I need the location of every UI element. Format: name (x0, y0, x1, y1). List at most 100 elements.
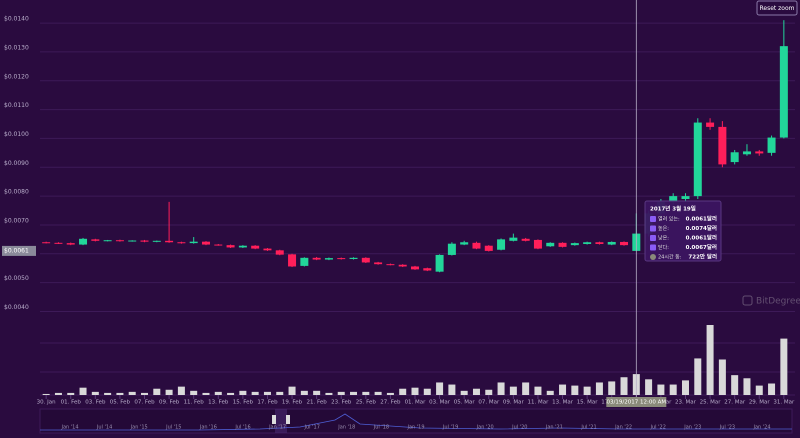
candle-body (79, 238, 88, 245)
x-axis: 30. Jan 01. Feb 03. Feb 05. Feb 07. Feb 09. F… (37, 395, 795, 406)
y-tick-label: $0.0090 (4, 160, 29, 167)
x-tick-label: 23. Mar (675, 400, 697, 406)
volume-bar (559, 384, 567, 395)
crosshair-y-label: $0.0061 (4, 247, 29, 254)
volume-bar (141, 392, 149, 395)
x-tick-label: 03. Feb (85, 400, 106, 406)
volume-bar (42, 393, 50, 395)
volume-bar (337, 391, 345, 395)
volume-bar (54, 392, 62, 395)
navigator-handle[interactable] (286, 415, 290, 424)
x-tick-label: 29. Mar (749, 400, 771, 406)
volume-bar (91, 391, 99, 395)
volume-bar (485, 389, 493, 395)
tooltip-box (644, 200, 722, 262)
navigator: Jan '14 Jul '14 Jan '15 Jul '15 Jan '16 Jul '… (39, 408, 793, 434)
candle-body (103, 240, 112, 242)
candle-body (484, 245, 493, 251)
candle-body (447, 243, 456, 255)
candle-body (669, 196, 678, 202)
volume-bar (190, 390, 198, 395)
volume-bar (227, 392, 235, 395)
navigator-label: Jul '16 (234, 425, 250, 431)
candle-body (779, 46, 788, 138)
candle-body (607, 241, 616, 245)
x-tick-label: 25. Feb (356, 400, 377, 406)
volume-bar (768, 383, 776, 395)
candle-body (263, 248, 272, 251)
tooltip-label: 24시간 동: (658, 254, 682, 261)
candle-body (693, 122, 702, 197)
y-tick-label: $0.0080 (4, 189, 29, 196)
y-tick-label: $0.0100 (4, 131, 29, 138)
x-tick-label: 09. Feb (159, 400, 180, 406)
navigator-label: Jan '18 (337, 425, 355, 431)
x-tick-label: 11. Mar (528, 400, 550, 406)
volume-bar (104, 392, 112, 395)
candle-body (742, 151, 751, 155)
volume-bar (694, 358, 702, 395)
candle-body (706, 122, 715, 127)
tooltip-value: 0.0067달러 (686, 243, 717, 251)
navigator-label: Jan '16 (199, 425, 217, 431)
navigator-label: Jan '22 (614, 425, 632, 431)
tooltip-value: 0.0061달러 (686, 234, 717, 242)
y-tick-label: $0.0070 (4, 217, 29, 224)
reset-zoom-label[interactable]: Reset zoom (759, 5, 794, 12)
candle-body (620, 241, 629, 246)
navigator-label: Jul '23 (719, 425, 735, 431)
volume-bar (755, 385, 763, 395)
candle-body (177, 242, 186, 244)
x-tick-label: 01. Feb (61, 400, 82, 406)
x-tick-label: 21. Feb (307, 400, 328, 406)
navigator-label: Jul '22 (650, 425, 666, 431)
candle-body (411, 266, 419, 270)
x-tick-label: 15. Feb (233, 400, 254, 406)
volume-bar (399, 388, 407, 395)
volume-pane (42, 325, 788, 395)
tooltip-value: 722만 달러 (688, 253, 717, 261)
reset-zoom-button[interactable] (756, 0, 798, 16)
candle-body (681, 196, 690, 199)
candle-body (66, 243, 75, 245)
tooltip-swatch (650, 225, 656, 232)
volume-bar (214, 391, 222, 395)
navigator-window[interactable] (275, 409, 287, 433)
candle-body (115, 240, 124, 242)
tooltip-label: 닫다: (658, 244, 669, 251)
candle-body (472, 242, 481, 249)
y-tick-label: $0.0050 (4, 275, 29, 282)
candle-body (201, 241, 210, 245)
volume-bar (251, 391, 259, 395)
crosshair: 03/19/2017 12:00 AM $0.0061 2017년 3월 19일열려… (2, 0, 722, 407)
x-tick-label: 23. Feb (331, 400, 352, 406)
tooltip-value: 0.0074달러 (686, 224, 717, 232)
candle-body (361, 257, 370, 263)
candle-body (460, 242, 469, 245)
x-tick-label: 15. Mar (577, 400, 599, 406)
x-tick-label: 05. Feb (110, 400, 131, 406)
volume-bar (313, 390, 321, 395)
candle-body (730, 152, 739, 163)
volume-bar (350, 391, 358, 395)
navigator-label: Jul '18 (373, 425, 389, 431)
candle-body (214, 244, 223, 246)
candle-body (583, 242, 592, 244)
volume-bar (165, 389, 173, 395)
x-tick-label: 09. Mar (503, 400, 525, 406)
tooltip-label: 높은: (658, 225, 669, 232)
x-tick-label: 05. Mar (454, 400, 476, 406)
reset-zoom[interactable]: Reset zoom (756, 0, 798, 16)
volume-bar (202, 392, 210, 395)
candle-body (767, 137, 776, 153)
grid: $0.0040$0.0050$0.0060$0.0070$0.0080$0.00… (4, 16, 795, 396)
candle-body (558, 242, 567, 247)
candle-body (533, 239, 542, 249)
x-tick-label: 19. Feb (282, 400, 303, 406)
volume-bar (571, 385, 579, 395)
navigator-series (40, 413, 792, 431)
navigator-handle[interactable] (272, 415, 276, 424)
volume-bar (743, 378, 751, 395)
candle-body (386, 264, 395, 266)
